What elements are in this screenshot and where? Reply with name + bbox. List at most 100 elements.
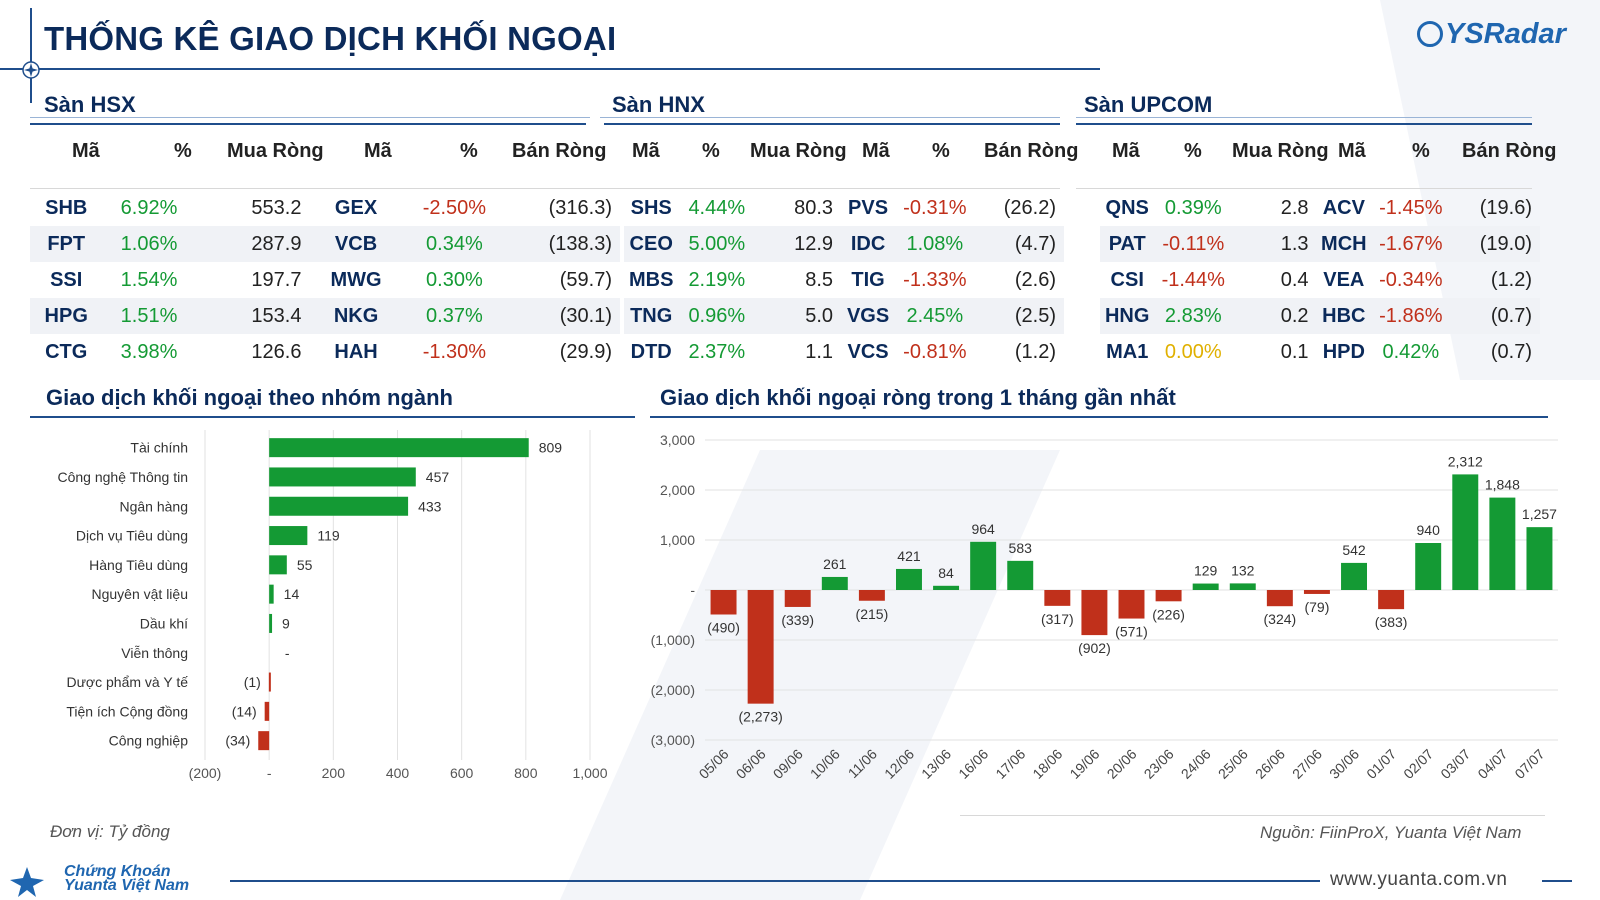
daily-bar — [933, 585, 960, 590]
column-header-code: Mã — [862, 140, 890, 162]
data-label: (339) — [781, 612, 814, 628]
x-tick-label: 05/06 — [696, 746, 732, 782]
y-tick-label: 3,000 — [660, 432, 695, 448]
data-label: 2,312 — [1448, 453, 1483, 469]
table-row: PAT -0.11% 1.3 MCH -1.67% (19.0) — [1100, 226, 1540, 262]
source-note: Nguồn: FiinProX, Yuanta Việt Nam — [1260, 823, 1522, 842]
net-buy-value: 197.7 — [251, 268, 302, 291]
column-header-code: Mã — [364, 140, 392, 162]
category-label: Tài chính — [130, 440, 188, 456]
net-buy-value: 1.1 — [805, 340, 834, 363]
change-pct: 0.34% — [402, 226, 507, 262]
column-header-code: Mã — [1338, 140, 1366, 162]
stock-code: SSI — [50, 268, 83, 291]
net-sell-value: (19.6) — [1479, 196, 1532, 219]
x-tick-label: 11/06 — [845, 746, 881, 782]
sector-bar — [269, 467, 416, 487]
x-tick-label: 26/06 — [1252, 746, 1288, 782]
change-pct: -1.44% — [1161, 268, 1225, 291]
change-pct: 1.08% — [895, 226, 975, 262]
hsx-table: SHB 6.92% 553.2 GEX -2.50% (316.3) FPT 1.06% 287… — [30, 190, 620, 370]
sector-bar — [269, 526, 308, 546]
net-sell-value: (0.7) — [1450, 298, 1540, 334]
column-header-code: Mã — [1112, 140, 1140, 162]
column-header-pct: % — [174, 140, 192, 162]
radar-ring-icon — [1417, 21, 1443, 47]
stock-code: HNG — [1100, 298, 1155, 334]
change-pct: -0.81% — [903, 340, 967, 363]
net-buy-value: 0.1 — [1280, 340, 1309, 363]
section-hnx-title: Sàn HNX — [612, 92, 705, 117]
daily-bar — [858, 590, 885, 601]
stock-code: QNS — [1105, 196, 1149, 219]
daily-bar — [1081, 590, 1108, 636]
compass-icon — [22, 61, 40, 79]
daily-bar — [710, 590, 737, 615]
data-label: (34) — [225, 733, 250, 749]
net-buy-value: 12.9 — [755, 226, 842, 262]
daily-bar — [895, 568, 922, 590]
net-sell-value: (30.1) — [506, 298, 620, 334]
website-link[interactable]: www.yuanta.com.vn — [1330, 869, 1508, 890]
table-row: CTG 3.98% 126.6 HAH -1.30% (29.9) — [30, 334, 620, 370]
column-header-code: Mã — [72, 140, 100, 162]
data-label: 1,848 — [1485, 477, 1520, 493]
stock-code: SHB — [45, 196, 88, 219]
stock-code: ACV — [1322, 196, 1365, 219]
page-title: THỐNG KÊ GIAO DỊCH KHỐI NGOẠI — [44, 20, 617, 57]
x-tick-label: 10/06 — [807, 746, 843, 782]
net-buy-value: 287.9 — [195, 226, 310, 262]
column-header-net-sell: Bán Ròng — [1462, 140, 1557, 162]
data-label: (317) — [1041, 611, 1074, 627]
change-pct: 0.39% — [1164, 196, 1222, 219]
x-tick-label: 200 — [322, 765, 346, 781]
data-label: 129 — [1194, 563, 1218, 579]
data-label: 433 — [418, 498, 442, 514]
column-header-net-buy: Mua Ròng — [1232, 140, 1329, 162]
daily-bar — [970, 541, 997, 590]
ysradar-logo: YSRadar — [1417, 18, 1566, 51]
stock-code: VCS — [847, 340, 889, 363]
hnx-table: SHS 4.44% 80.3 PVS -0.31% (26.2) CEO 5.00% 12.9 I… — [624, 190, 1064, 370]
sector-bar-chart: (200) - 200 400 600 800 1,000 Tài chính 809 Công … — [57, 430, 608, 781]
net-sell-value: (26.2) — [1003, 196, 1056, 219]
daily-bar — [1118, 590, 1145, 619]
sector-bar — [269, 613, 273, 633]
data-label: (2,273) — [738, 709, 782, 725]
daily-bar — [1044, 590, 1071, 606]
change-pct: 0.96% — [678, 298, 756, 334]
sector-chart-title: Giao dịch khối ngoại theo nhóm ngành — [46, 385, 453, 410]
daily-bar — [1229, 583, 1256, 590]
change-pct: -0.11% — [1154, 226, 1233, 262]
table-row: SSI 1.54% 197.7 MWG 0.30% (59.7) — [30, 262, 620, 298]
y-tick-label: (1,000) — [651, 632, 695, 648]
daily-bar — [1192, 583, 1219, 590]
column-header-pct: % — [702, 140, 720, 162]
stock-code: MWG — [330, 268, 382, 291]
x-tick-label: 03/07 — [1437, 746, 1473, 782]
net-buy-value: 153.4 — [195, 298, 310, 334]
column-header-pct: % — [460, 140, 478, 162]
stock-code: TIG — [851, 268, 885, 291]
sector-chart-title-rule — [30, 416, 635, 418]
header-left-rule — [30, 8, 32, 103]
net-sell-value: (19.0) — [1450, 226, 1540, 262]
data-label: 583 — [1009, 540, 1033, 556]
y-tick-label: (3,000) — [651, 732, 695, 748]
stock-code: HPG — [30, 298, 103, 334]
daily-bar — [1303, 590, 1330, 594]
x-tick-label: 06/06 — [733, 746, 769, 782]
daily-bar — [1489, 497, 1516, 590]
x-tick-label: - — [267, 765, 272, 781]
stock-code: HAH — [334, 340, 378, 363]
daily-bar — [1007, 560, 1034, 590]
net-sell-value: (316.3) — [548, 196, 612, 219]
stock-code: CEO — [624, 226, 679, 262]
stock-code: GEX — [334, 196, 378, 219]
change-pct: 3.98% — [120, 340, 178, 363]
daily-bar — [1266, 590, 1293, 607]
table-row: SHS 4.44% 80.3 PVS -0.31% (26.2) — [624, 190, 1064, 226]
net-sell-value: (1.2) — [1014, 340, 1056, 363]
x-tick-label: 800 — [514, 765, 538, 781]
brand-line-2: Yuanta Việt Nam — [64, 877, 190, 894]
